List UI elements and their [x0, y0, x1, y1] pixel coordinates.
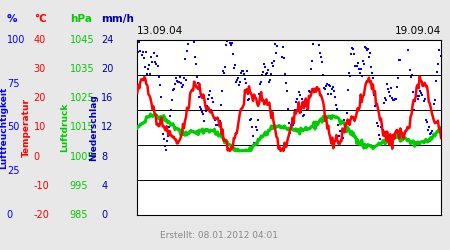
- Text: mm/h: mm/h: [101, 14, 134, 24]
- Text: 20: 20: [101, 64, 113, 74]
- Text: 24: 24: [101, 35, 113, 45]
- Text: 19.09.04: 19.09.04: [395, 26, 441, 36]
- Text: 1045: 1045: [70, 35, 94, 45]
- Text: %: %: [7, 14, 17, 24]
- Text: 12: 12: [101, 122, 113, 132]
- Text: 0: 0: [101, 210, 108, 220]
- Text: °C: °C: [34, 14, 46, 24]
- Text: 40: 40: [34, 35, 46, 45]
- Text: 16: 16: [101, 93, 113, 103]
- Text: 30: 30: [34, 64, 46, 74]
- Text: 10: 10: [34, 122, 46, 132]
- Text: 985: 985: [70, 210, 88, 220]
- Text: -10: -10: [34, 181, 50, 191]
- Text: 8: 8: [101, 152, 108, 162]
- Text: 4: 4: [101, 181, 108, 191]
- Text: Temperatur: Temperatur: [22, 98, 31, 157]
- Text: 1005: 1005: [70, 152, 94, 162]
- Text: Niederschlag: Niederschlag: [89, 94, 98, 161]
- Text: Erstellt: 08.01.2012 04:01: Erstellt: 08.01.2012 04:01: [160, 231, 278, 240]
- Text: 20: 20: [34, 93, 46, 103]
- Text: 13.09.04: 13.09.04: [137, 26, 184, 36]
- Text: 1015: 1015: [70, 122, 94, 132]
- Text: 1025: 1025: [70, 93, 94, 103]
- Text: 75: 75: [7, 79, 19, 89]
- Text: Luftdruck: Luftdruck: [60, 103, 69, 152]
- Text: 0: 0: [34, 152, 40, 162]
- Text: 0: 0: [7, 210, 13, 220]
- Text: Luftfeuchtigkeit: Luftfeuchtigkeit: [0, 86, 8, 169]
- Text: 50: 50: [7, 122, 19, 132]
- Text: 25: 25: [7, 166, 19, 176]
- Text: hPa: hPa: [70, 14, 92, 24]
- Text: 100: 100: [7, 35, 25, 45]
- Text: 1035: 1035: [70, 64, 94, 74]
- Text: 995: 995: [70, 181, 88, 191]
- Text: -20: -20: [34, 210, 50, 220]
